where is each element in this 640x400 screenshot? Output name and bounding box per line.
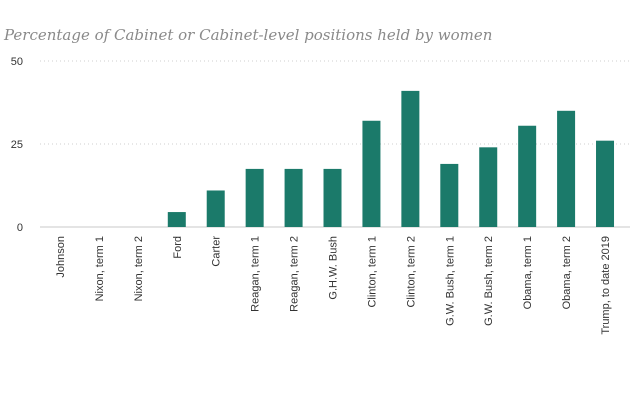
bar: [323, 168, 342, 227]
bar: [362, 120, 381, 227]
bar: [596, 140, 615, 227]
bar: [440, 163, 459, 227]
bar: [284, 168, 303, 227]
x-category-label: Nixon, term 1: [94, 236, 106, 301]
bar: [557, 110, 576, 227]
bars: [167, 90, 615, 227]
x-category-label: Clinton, term 2: [405, 236, 417, 308]
x-category-label: Obama, term 2: [561, 236, 573, 309]
x-category-label: Obama, term 1: [522, 236, 534, 309]
x-category-label: Reagan, term 1: [250, 236, 262, 312]
x-category-label: Johnson: [55, 236, 67, 278]
bar: [479, 147, 498, 227]
x-category-label: Clinton, term 1: [366, 236, 378, 308]
y-tick-label: 0: [17, 222, 23, 234]
x-category-label: Trump, to date 2019: [600, 236, 612, 335]
y-tick-label: 50: [11, 56, 23, 68]
x-category-label: G.H.W. Bush: [328, 236, 340, 300]
y-axis-ticks: 0 25 50: [11, 56, 23, 234]
x-category-label: Nixon, term 2: [133, 236, 145, 301]
x-axis-labels: Johnson Nixon, term 1 Nixon, term 2 Ford Car…: [55, 236, 612, 335]
x-category-label: Carter: [211, 236, 223, 267]
bar: [206, 190, 225, 227]
x-category-label: Ford: [172, 236, 184, 259]
bar: [167, 212, 186, 227]
x-category-label: Reagan, term 2: [289, 236, 301, 312]
x-category-label: G.W. Bush, term 2: [483, 236, 495, 326]
chart-title: Percentage of Cabinet or Cabinet-level p…: [4, 26, 493, 44]
x-category-label: G.W. Bush, term 1: [444, 236, 456, 326]
y-tick-label: 25: [11, 139, 23, 151]
bar: [245, 168, 264, 227]
bar: [401, 90, 420, 227]
bar: [518, 125, 537, 227]
